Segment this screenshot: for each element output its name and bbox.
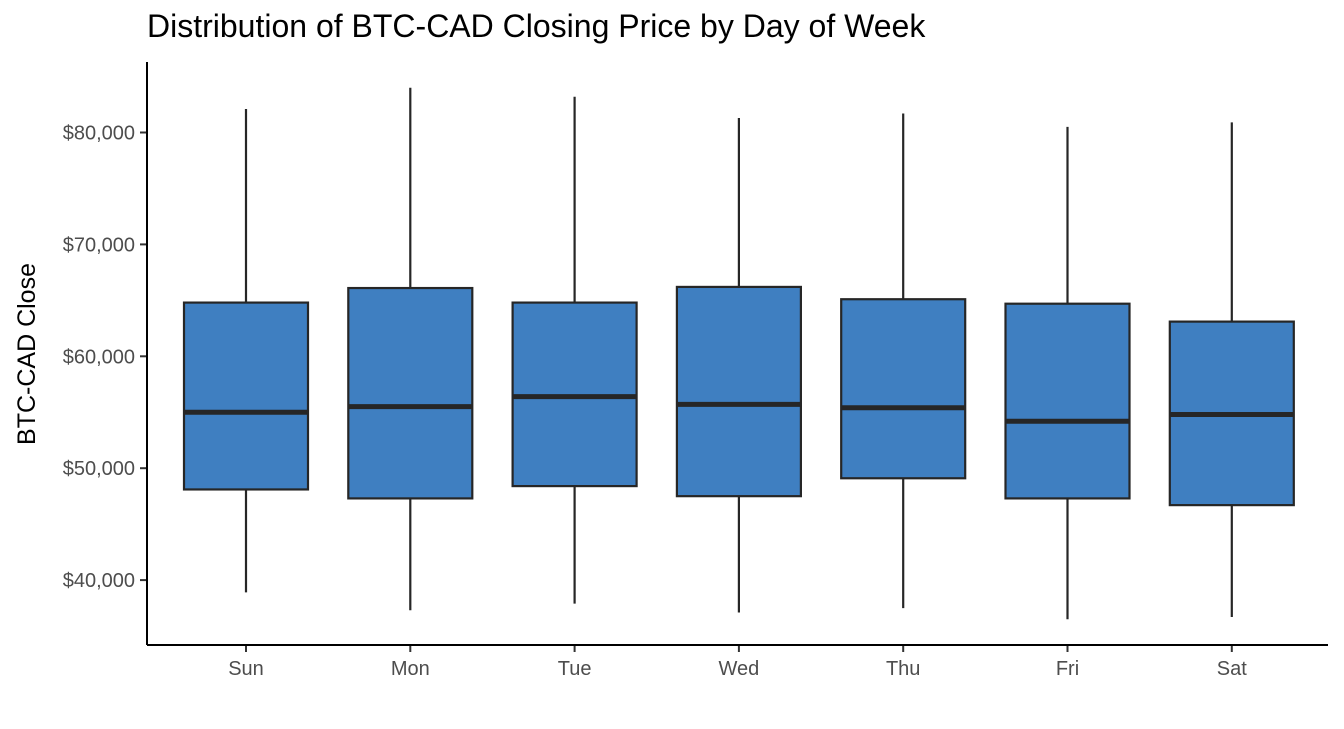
x-tick-label: Wed bbox=[719, 658, 760, 680]
box-sun bbox=[182, 108, 310, 593]
iqr-box bbox=[840, 298, 967, 480]
y-axis-title: BTC-CAD Close bbox=[13, 263, 41, 445]
box-mon bbox=[347, 87, 474, 611]
y-tick-label: $40,000 bbox=[63, 570, 135, 592]
box-tue bbox=[511, 96, 638, 604]
x-tick-label: Fri bbox=[1056, 658, 1079, 680]
x-tick-label: Mon bbox=[391, 658, 430, 680]
x-tick-label: Tue bbox=[558, 658, 592, 680]
x-tick-label: Thu bbox=[886, 658, 920, 680]
iqr-box bbox=[1004, 302, 1131, 500]
chart-title: Distribution of BTC-CAD Closing Price by… bbox=[147, 8, 926, 44]
y-tick-label: $70,000 bbox=[63, 234, 135, 256]
axis-ticks: $40,000 $50,000 $60,000 $70,000 $80,000 Sun Mo… bbox=[63, 122, 1248, 680]
box-thu bbox=[840, 113, 967, 609]
x-tick-label: Sun bbox=[228, 658, 264, 680]
box-series bbox=[182, 87, 1295, 620]
iqr-box bbox=[347, 286, 474, 500]
y-tick-label: $80,000 bbox=[63, 122, 135, 144]
iqr-box bbox=[182, 301, 310, 491]
box-wed bbox=[675, 117, 803, 613]
y-tick-label: $60,000 bbox=[63, 346, 135, 368]
x-tick-label: Sat bbox=[1217, 658, 1247, 680]
box-sat bbox=[1168, 122, 1295, 618]
box-fri bbox=[1004, 126, 1131, 620]
y-tick-label: $50,000 bbox=[63, 458, 135, 480]
iqr-box bbox=[675, 285, 803, 498]
